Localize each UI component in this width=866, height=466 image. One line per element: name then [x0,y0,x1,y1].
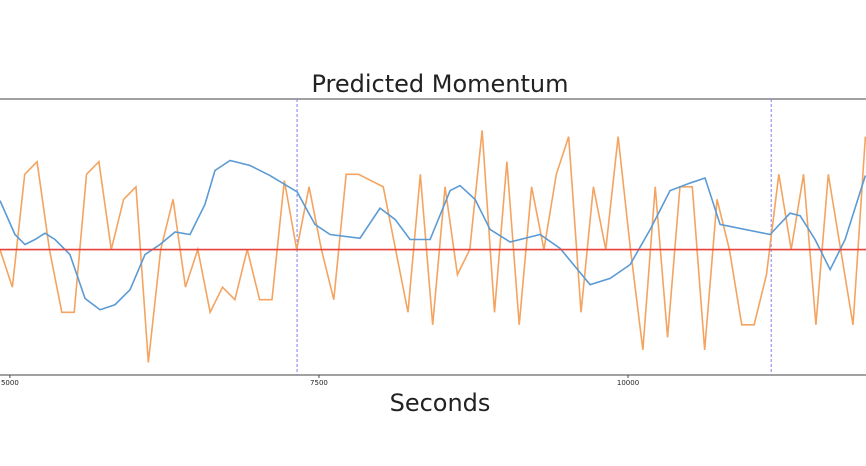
x-tick-label: 5000 [1,379,19,387]
series-line [0,159,866,311]
x-tick-label: 7500 [310,379,328,387]
chart-title: Predicted Momentum [311,70,568,98]
x-axis-label: Seconds [390,389,491,417]
x-tick-label: 10000 [617,379,639,387]
series-line [0,130,866,363]
